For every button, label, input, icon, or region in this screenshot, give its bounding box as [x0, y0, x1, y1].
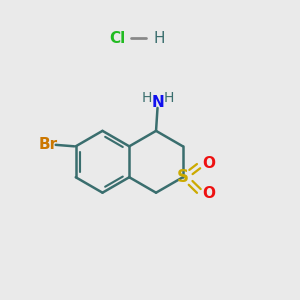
- Text: O: O: [202, 157, 215, 172]
- Text: O: O: [202, 186, 215, 201]
- Text: Br: Br: [38, 137, 57, 152]
- Text: N: N: [151, 95, 164, 110]
- Text: H: H: [153, 31, 165, 46]
- Text: Cl: Cl: [110, 31, 126, 46]
- Text: H: H: [141, 91, 152, 105]
- Text: S: S: [177, 168, 189, 186]
- Text: H: H: [164, 91, 174, 105]
